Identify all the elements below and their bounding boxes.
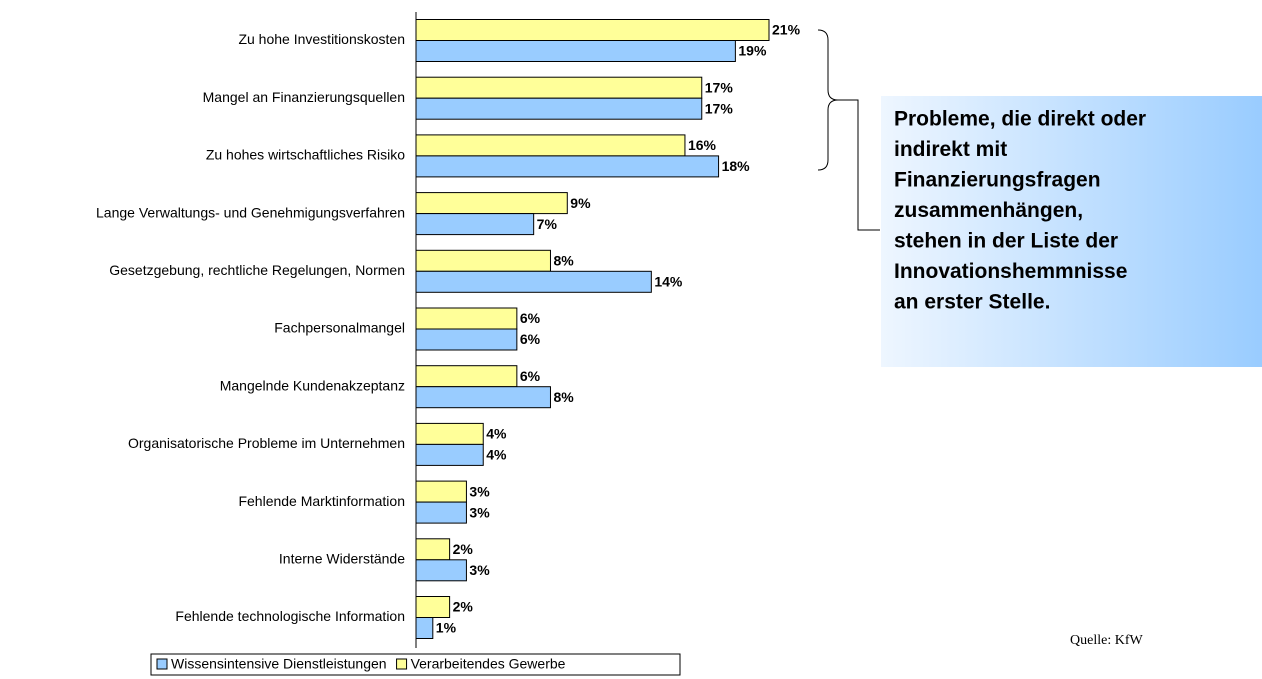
value-label: 3% bbox=[469, 562, 490, 578]
connector bbox=[838, 99, 880, 231]
category-label: Gesetzgebung, rechtliche Regelungen, Nor… bbox=[109, 262, 405, 278]
legend bbox=[150, 653, 681, 676]
category-label: Mangelnde Kundenakzeptanz bbox=[220, 377, 405, 393]
value-label: 19% bbox=[738, 43, 767, 59]
bar bbox=[415, 596, 451, 618]
value-label: 17% bbox=[705, 79, 734, 95]
legend-swatch bbox=[156, 658, 168, 670]
bar bbox=[415, 480, 467, 503]
legend-swatch bbox=[396, 658, 408, 670]
annotation-text: Finanzierungsfragen bbox=[894, 169, 1101, 192]
value-label: 21% bbox=[772, 22, 801, 38]
category-label: Zu hohes wirtschaftliches Risiko bbox=[206, 147, 405, 163]
value-label: 14% bbox=[654, 274, 683, 290]
annotation-text: Innovationshemmnisse bbox=[894, 260, 1127, 283]
annotation-text: an erster Stelle. bbox=[894, 291, 1050, 314]
annotation-box bbox=[881, 96, 1262, 367]
bar bbox=[415, 559, 467, 582]
brace bbox=[817, 29, 839, 171]
bar bbox=[415, 307, 518, 330]
value-label: 2% bbox=[453, 599, 474, 615]
value-label: 4% bbox=[486, 447, 507, 463]
bar bbox=[415, 270, 652, 293]
category-label: Zu hohe Investitionskosten bbox=[238, 31, 405, 47]
category-label: Organisatorische Probleme im Unternehmen bbox=[128, 435, 405, 451]
bar bbox=[415, 192, 568, 215]
value-label: 16% bbox=[688, 137, 717, 153]
bar bbox=[415, 155, 720, 178]
category-label: Fehlende technologische Information bbox=[175, 608, 405, 624]
value-label: 4% bbox=[486, 426, 507, 442]
bar bbox=[415, 328, 518, 351]
value-label: 6% bbox=[520, 310, 541, 326]
bar bbox=[415, 76, 703, 99]
bar bbox=[415, 249, 551, 272]
value-label: 2% bbox=[453, 541, 474, 557]
value-label: 8% bbox=[553, 253, 574, 269]
legend-label: Wissensintensive Dienstleistungen bbox=[171, 656, 387, 672]
bar bbox=[415, 386, 551, 409]
annotation-text: indirekt mit bbox=[894, 138, 1007, 161]
source: Quelle: KfW bbox=[1070, 633, 1143, 648]
category-label: Interne Widerstände bbox=[279, 551, 405, 567]
bar bbox=[415, 501, 467, 524]
bar bbox=[415, 97, 703, 120]
value-label: 17% bbox=[705, 100, 734, 116]
category-label: Fachpersonalmangel bbox=[274, 320, 405, 336]
bar bbox=[415, 365, 518, 388]
value-label: 8% bbox=[553, 389, 574, 405]
bar bbox=[415, 134, 686, 157]
bar bbox=[415, 422, 484, 445]
value-label: 1% bbox=[436, 620, 457, 636]
bar bbox=[415, 443, 484, 466]
bar bbox=[415, 213, 535, 236]
value-label: 18% bbox=[722, 158, 751, 174]
bar bbox=[415, 19, 770, 41]
value-label: 3% bbox=[469, 483, 490, 499]
value-label: 6% bbox=[520, 368, 541, 384]
value-label: 7% bbox=[537, 216, 558, 232]
legend-label: Verarbeitendes Gewerbe bbox=[411, 656, 566, 672]
annotation-text: Probleme, die direkt oder bbox=[894, 108, 1146, 131]
category-label: Fehlende Marktinformation bbox=[238, 493, 405, 509]
category-label: Mangel an Finanzierungsquellen bbox=[203, 89, 405, 105]
annotation-text: stehen in der Liste der bbox=[894, 230, 1118, 253]
bar bbox=[415, 617, 434, 639]
bar bbox=[415, 538, 451, 561]
category-label: Lange Verwaltungs- und Genehmigungsverfa… bbox=[96, 204, 405, 220]
bar bbox=[415, 40, 736, 62]
value-label: 6% bbox=[520, 331, 541, 347]
value-label: 9% bbox=[570, 195, 591, 211]
annotation-text: zusammenhängen, bbox=[894, 199, 1083, 222]
value-label: 3% bbox=[469, 504, 490, 520]
